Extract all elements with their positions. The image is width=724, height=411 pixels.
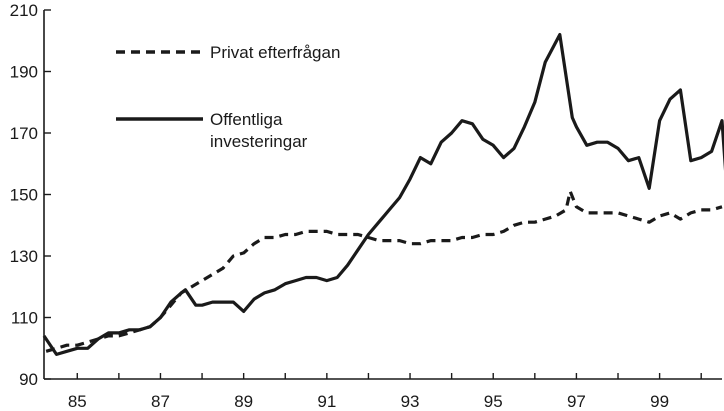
y-tick-label: 190 bbox=[10, 63, 38, 82]
y-tick-label: 150 bbox=[10, 186, 38, 205]
y-tick-label: 170 bbox=[10, 124, 38, 143]
legend: Privat efterfrågan Offentliga investering… bbox=[116, 43, 340, 151]
series-line-offentliga-investeringar bbox=[42, 33, 724, 356]
y-axis: 90 110 130 150 170 190 210 bbox=[10, 1, 51, 389]
y-tick-label: 110 bbox=[11, 309, 38, 328]
x-tick-label: 89 bbox=[234, 392, 253, 411]
legend-label-offentliga-investeringar: Offentliga investeringar bbox=[210, 110, 308, 151]
y-tick-label: 90 bbox=[19, 370, 38, 389]
series-layer bbox=[42, 33, 724, 356]
x-tick-label: 99 bbox=[650, 392, 669, 411]
legend-label-line: investeringar bbox=[210, 132, 308, 151]
x-axis: 85 87 89 91 93 95 97 99 bbox=[44, 373, 722, 411]
x-tick-label: 91 bbox=[317, 392, 336, 411]
x-tick-label: 85 bbox=[68, 392, 87, 411]
y-tick-label: 130 bbox=[10, 247, 38, 266]
y-tick-label: 210 bbox=[10, 1, 38, 20]
x-tick-label: 97 bbox=[567, 392, 586, 411]
legend-label-privat-efterfragan: Privat efterfrågan bbox=[210, 43, 340, 62]
x-tick-label: 87 bbox=[151, 392, 170, 411]
x-tick-label: 93 bbox=[401, 392, 420, 411]
x-tick-label: 95 bbox=[484, 392, 503, 411]
legend-label-line: Offentliga bbox=[210, 110, 283, 129]
